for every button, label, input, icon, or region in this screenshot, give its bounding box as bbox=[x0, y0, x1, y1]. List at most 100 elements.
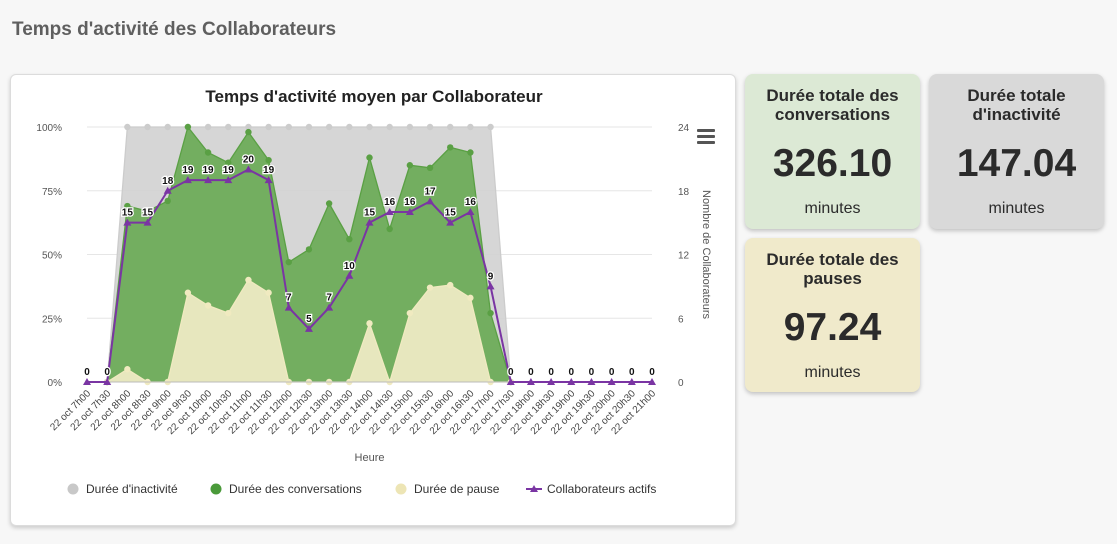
legend-label: Durée de pause bbox=[414, 482, 500, 496]
active-collaborators-marker bbox=[264, 176, 273, 184]
data-point bbox=[487, 309, 494, 317]
active-collaborators-marker bbox=[284, 303, 293, 311]
data-point bbox=[124, 202, 131, 210]
data-label: 19 bbox=[182, 165, 194, 176]
data-label: 9 bbox=[488, 271, 494, 282]
data-point bbox=[225, 309, 232, 317]
data-label: 20 bbox=[243, 155, 255, 166]
data-point bbox=[285, 258, 292, 266]
data-point bbox=[325, 123, 333, 131]
data-point bbox=[204, 302, 212, 309]
legend-label: Collaborateurs actifs bbox=[547, 482, 656, 496]
data-point bbox=[124, 366, 131, 373]
data-point bbox=[426, 164, 434, 171]
active-collaborators-marker bbox=[547, 378, 556, 385]
data-label: 18 bbox=[162, 176, 174, 187]
active-collaborators-marker bbox=[526, 378, 535, 385]
active-collaborators-marker bbox=[345, 271, 354, 279]
data-point bbox=[305, 246, 313, 253]
x-axis-title: Heure bbox=[355, 452, 385, 464]
pauses-total-card: Durée totale des pauses 97.24 minutes bbox=[745, 238, 920, 392]
conversations-total-title: Durée totale des conversations bbox=[766, 86, 899, 124]
inactivity-total-title: Durée totale d'inactivité bbox=[967, 86, 1066, 124]
data-point bbox=[366, 123, 373, 131]
data-point bbox=[467, 149, 474, 156]
active-collaborators-marker bbox=[385, 208, 394, 215]
inactivity-total-card: Durée totale d'inactivité 147.04 minutes bbox=[929, 74, 1104, 229]
data-label: 0 bbox=[528, 367, 534, 378]
active-collaborators-marker bbox=[204, 176, 213, 184]
data-point bbox=[285, 123, 292, 131]
active-collaborators-marker bbox=[123, 218, 132, 226]
data-point bbox=[265, 156, 272, 164]
activity-chart: Temps d'activité moyen par Collaborateur… bbox=[36, 87, 712, 496]
data-point bbox=[204, 123, 212, 131]
data-label: 19 bbox=[203, 165, 215, 176]
data-label: 16 bbox=[404, 197, 416, 208]
y-tick-label: 50% bbox=[42, 251, 62, 262]
conversations-total-card: Durée totale des conversations 326.10 mi… bbox=[745, 74, 920, 229]
data-point bbox=[245, 123, 252, 131]
pauses-total-title: Durée totale des pauses bbox=[766, 250, 899, 288]
data-label: 15 bbox=[364, 208, 376, 219]
data-point bbox=[366, 320, 373, 327]
y2-axis-title: Nombre de Collaborateurs bbox=[700, 190, 712, 320]
data-point bbox=[426, 123, 434, 131]
legend-symbol bbox=[395, 483, 407, 495]
data-label: 17 bbox=[424, 186, 436, 197]
active-collaborators-marker bbox=[426, 197, 435, 205]
data-label: 15 bbox=[142, 208, 154, 219]
data-point bbox=[406, 309, 414, 317]
data-label: 0 bbox=[548, 367, 554, 378]
data-point bbox=[447, 281, 454, 289]
data-label: 0 bbox=[508, 367, 514, 378]
data-point bbox=[124, 123, 131, 131]
data-point bbox=[265, 123, 272, 131]
data-point bbox=[225, 159, 232, 166]
data-label: 7 bbox=[286, 293, 292, 304]
active-collaborators-marker bbox=[648, 378, 656, 385]
data-point bbox=[447, 123, 454, 131]
data-point bbox=[426, 284, 434, 291]
y-tick-label: 100% bbox=[36, 123, 62, 134]
data-point bbox=[184, 289, 192, 296]
data-label: 19 bbox=[263, 165, 275, 176]
chart-menu-icon[interactable] bbox=[697, 129, 715, 144]
data-point bbox=[164, 123, 171, 131]
active-collaborators-marker bbox=[486, 282, 495, 290]
y2-tick-label: 24 bbox=[678, 123, 690, 134]
active-collaborators-marker bbox=[405, 208, 414, 215]
y2-tick-label: 12 bbox=[678, 251, 690, 262]
legend-label: Durée d'inactivité bbox=[86, 482, 178, 496]
active-collaborators-marker bbox=[103, 378, 112, 385]
conversations-total-value: 326.10 bbox=[772, 142, 893, 185]
conversations-total-unit: minutes bbox=[804, 200, 861, 217]
data-label: 0 bbox=[104, 367, 110, 378]
data-label: 16 bbox=[384, 197, 396, 208]
legend-symbol bbox=[530, 485, 538, 492]
data-point bbox=[204, 149, 212, 156]
active-collaborators-marker bbox=[325, 303, 334, 311]
active-collaborators-marker bbox=[627, 378, 636, 385]
active-collaborators-marker bbox=[587, 378, 596, 385]
data-point bbox=[144, 207, 151, 215]
data-label: 0 bbox=[589, 367, 595, 378]
data-point bbox=[346, 123, 353, 131]
chart-title: Temps d'activité moyen par Collaborateur bbox=[205, 87, 543, 106]
data-label: 19 bbox=[223, 165, 235, 176]
data-point bbox=[245, 128, 252, 136]
data-label: 0 bbox=[84, 367, 90, 378]
page-title: Temps d'activité des Collaborateurs bbox=[12, 19, 337, 40]
data-point bbox=[406, 123, 414, 131]
legend-symbol bbox=[210, 483, 222, 495]
inactivity-total-unit: minutes bbox=[988, 200, 1045, 217]
active-collaborators-marker bbox=[83, 378, 91, 385]
data-point bbox=[184, 123, 192, 131]
pauses-total-unit: minutes bbox=[804, 364, 861, 381]
active-collaborators-marker bbox=[466, 208, 475, 215]
data-point bbox=[346, 236, 353, 243]
legend-label: Durée des conversations bbox=[229, 482, 362, 496]
active-collaborators-marker bbox=[365, 218, 374, 226]
active-collaborators-marker bbox=[163, 186, 172, 194]
data-point bbox=[386, 123, 393, 131]
